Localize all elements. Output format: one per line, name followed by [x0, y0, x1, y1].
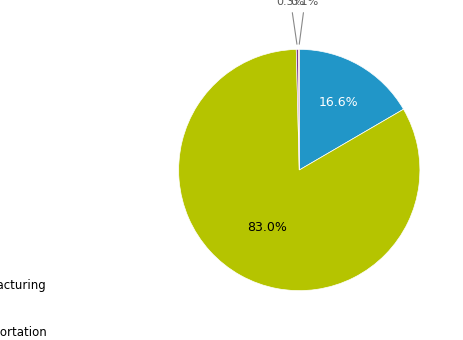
Wedge shape — [295, 49, 299, 170]
Text: 0.1%: 0.1% — [290, 0, 318, 44]
Text: 83.0%: 83.0% — [246, 221, 286, 235]
Legend: Manufacturing, Use, Transportation, EoL: Manufacturing, Use, Transportation, EoL — [0, 279, 46, 340]
Text: 0.3%: 0.3% — [276, 0, 304, 44]
Text: 16.6%: 16.6% — [318, 96, 357, 108]
Wedge shape — [178, 49, 419, 291]
Wedge shape — [299, 49, 403, 170]
Wedge shape — [298, 49, 299, 170]
